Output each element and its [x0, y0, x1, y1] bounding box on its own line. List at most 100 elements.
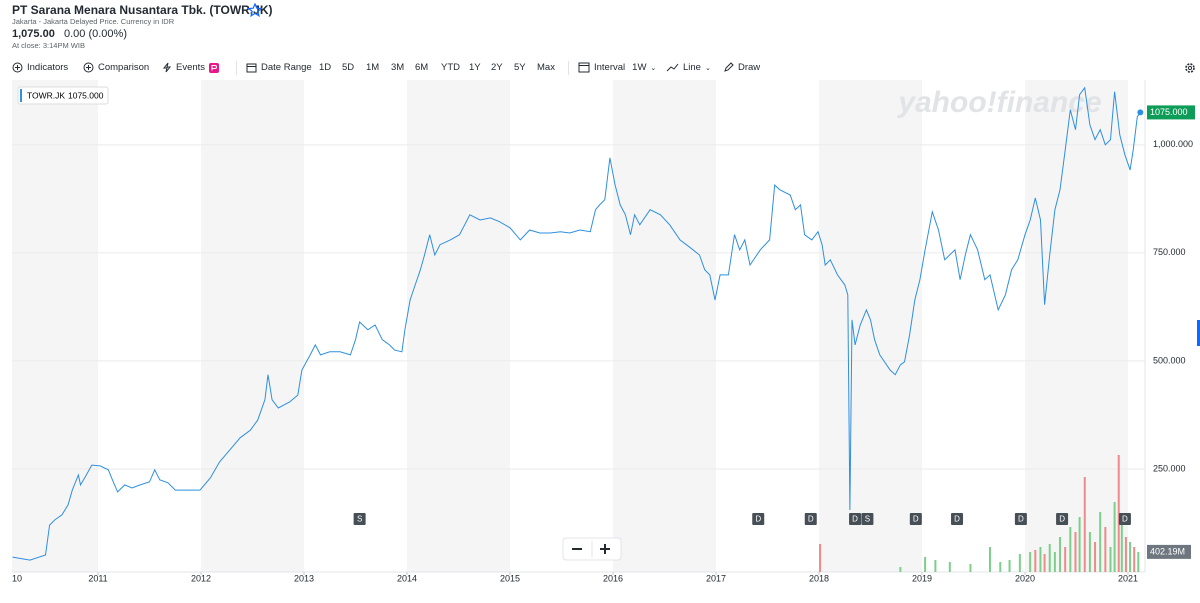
draw-label: Draw	[738, 62, 761, 73]
volume-bar	[1094, 542, 1097, 572]
event-marker	[909, 513, 922, 525]
y-tick-label: 500.000	[1153, 355, 1186, 365]
range-button[interactable]: 5Y	[514, 62, 526, 73]
year-band	[407, 80, 511, 572]
volume-bar	[1109, 547, 1112, 572]
event-marker	[1014, 513, 1027, 525]
volume-bar	[1059, 537, 1062, 572]
event-label: S	[357, 515, 362, 524]
indicators-button[interactable]: Indicators	[12, 62, 68, 73]
event-marker	[849, 513, 862, 525]
event-marker	[353, 513, 366, 525]
volume-bar	[1018, 554, 1021, 572]
price-line	[12, 86, 1141, 561]
year-band	[1025, 80, 1129, 572]
event-marker	[1118, 513, 1131, 525]
volume-bar	[1074, 532, 1077, 572]
close-time: At close: 3:14PM WIB	[12, 41, 85, 50]
interval-label: Interval	[594, 62, 626, 73]
volume-bar	[1069, 527, 1072, 572]
volume-bar	[1113, 502, 1116, 572]
volume-bar	[1083, 477, 1086, 572]
x-tick-label: 2015	[500, 573, 520, 583]
volume-bar	[1104, 527, 1107, 572]
comparison-label: Comparison	[98, 62, 150, 73]
price: 1,075.00	[12, 28, 55, 40]
comparison-button[interactable]: Comparison	[83, 62, 149, 73]
x-tick-label: 2020	[1015, 573, 1035, 583]
x-tick-label: 2017	[706, 573, 726, 583]
volume-bar	[1120, 522, 1123, 572]
zoom-in[interactable]	[600, 544, 610, 554]
year-band	[613, 80, 717, 572]
favorite-star[interactable]	[248, 3, 262, 17]
volume-bar	[1088, 532, 1091, 572]
volume-bar	[1078, 517, 1081, 572]
events-button[interactable]: Events	[162, 62, 220, 73]
volume-bar	[1124, 537, 1127, 572]
range-button[interactable]: Max	[537, 62, 555, 73]
events-label: Events	[176, 62, 206, 73]
range-button[interactable]: YTD	[441, 62, 460, 73]
year-band	[201, 80, 305, 572]
x-tick-label: 2013	[294, 573, 314, 583]
separator	[568, 61, 569, 75]
date-range-button[interactable]: Date Range	[246, 62, 312, 73]
volume-bar	[1043, 554, 1046, 572]
year-band	[819, 80, 923, 572]
range-button[interactable]: 1D	[319, 62, 332, 73]
year-band	[12, 80, 99, 572]
zoom-controls	[562, 537, 622, 561]
volume-tag-label: 402.19M	[1150, 546, 1185, 556]
range-button[interactable]: 5D	[342, 62, 355, 73]
x-tick-label: 2016	[603, 573, 623, 583]
range-button[interactable]: 3M	[391, 62, 405, 73]
volume-bar	[1099, 512, 1102, 572]
stock-title: PT Sarana Menara Nusantara Tbk. (TOWR.JK…	[12, 3, 273, 17]
volume-bar	[1008, 560, 1011, 572]
range-button[interactable]: 2Y	[491, 62, 503, 73]
interval-button[interactable]: Interval 1W ⌄	[578, 62, 656, 73]
last-point	[1137, 109, 1144, 116]
x-tick-label: 10	[12, 573, 22, 583]
y-tick-label: 1,000.000	[1153, 139, 1193, 149]
event-label: D	[1018, 515, 1024, 524]
volume-bar	[924, 557, 927, 572]
price-tag-label: 1075.000	[1150, 107, 1188, 117]
x-tick-label: 2012	[191, 573, 211, 583]
range-button[interactable]: 6M	[415, 62, 429, 73]
volume-bar	[1129, 542, 1132, 572]
interval-value: 1W	[632, 62, 647, 73]
volume-bar	[969, 564, 972, 572]
volume-bar	[1048, 544, 1051, 572]
x-tick-label: 2018	[809, 573, 829, 583]
volume-bar	[934, 560, 937, 572]
volume-bar	[1137, 551, 1140, 572]
range-button[interactable]: 1Y	[469, 62, 481, 73]
event-marker	[951, 513, 964, 525]
legend-box	[17, 86, 109, 105]
x-tick-label: 2014	[397, 573, 417, 583]
x-tick-label: 2019	[912, 573, 932, 583]
volume-bar	[999, 562, 1002, 572]
chart-style-label: Line	[683, 62, 701, 73]
volume-bar	[1064, 547, 1067, 572]
separator	[236, 61, 237, 75]
volume-bar	[1053, 552, 1056, 572]
event-label: S	[865, 515, 870, 524]
draw-button[interactable]: Draw	[723, 62, 760, 73]
chart-style-button[interactable]: Line ⌄	[666, 62, 711, 73]
side-tab[interactable]	[1197, 320, 1200, 346]
event-label: D	[1122, 515, 1128, 524]
date-range-label: Date Range	[261, 62, 312, 73]
event-label: D	[1059, 515, 1065, 524]
y-tick-label: 250.000	[1153, 463, 1186, 473]
volume-bar	[988, 547, 991, 572]
x-tick-label: 2021	[1118, 573, 1138, 583]
event-label: D	[954, 515, 960, 524]
range-button[interactable]: 1M	[366, 62, 380, 73]
settings-gear[interactable]	[1184, 62, 1196, 74]
volume-bar	[819, 544, 822, 572]
event-label: D	[755, 515, 761, 524]
